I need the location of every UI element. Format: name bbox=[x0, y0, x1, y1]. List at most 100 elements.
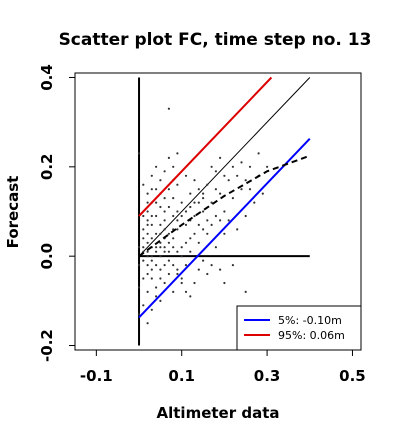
scatter-point bbox=[197, 188, 200, 191]
scatter-point bbox=[214, 188, 217, 191]
scatter-point bbox=[244, 179, 247, 182]
scatter-point bbox=[150, 277, 153, 280]
scatter-point bbox=[202, 197, 205, 200]
scatter-point bbox=[150, 259, 153, 262]
scatter-point bbox=[193, 201, 196, 204]
scatter-point bbox=[176, 250, 179, 253]
scatter-point bbox=[206, 219, 209, 222]
scatter-point bbox=[223, 232, 226, 235]
scatter-point bbox=[159, 299, 162, 302]
scatter-point bbox=[146, 241, 149, 244]
scatter-point bbox=[172, 290, 175, 293]
scatter-point bbox=[189, 237, 192, 240]
scatter-point bbox=[202, 228, 205, 231]
scatter-point bbox=[227, 219, 230, 222]
scatter-point bbox=[176, 272, 179, 276]
scatter-point bbox=[142, 183, 145, 186]
y-tick-label: -0.2 bbox=[38, 329, 56, 362]
y-tick-label: 0.0 bbox=[38, 243, 56, 270]
scatter-point bbox=[167, 205, 170, 209]
scatter-point bbox=[184, 223, 188, 226]
scatter-point bbox=[167, 259, 170, 262]
x-tick-label: 0.5 bbox=[339, 367, 366, 385]
scatter-point bbox=[253, 201, 256, 204]
scatter-point bbox=[167, 272, 170, 276]
scatter-point bbox=[180, 281, 183, 285]
scatter-point bbox=[219, 156, 222, 159]
legend-box bbox=[236, 305, 362, 351]
scatter-point bbox=[193, 232, 196, 235]
scatter-point bbox=[172, 237, 175, 240]
scatter-point bbox=[180, 201, 183, 204]
scatter-point bbox=[142, 304, 145, 307]
scatter-point bbox=[180, 214, 183, 218]
scatter-point bbox=[146, 272, 149, 276]
scatter-point bbox=[193, 179, 196, 182]
scatter-point bbox=[223, 210, 226, 213]
scatter-point bbox=[219, 268, 222, 271]
scatter-point bbox=[206, 183, 209, 186]
y-tick-label: 0.2 bbox=[38, 154, 56, 181]
scatter-point bbox=[150, 268, 153, 271]
scatter-point bbox=[231, 165, 234, 168]
plot-frame bbox=[74, 72, 362, 351]
scatter-point bbox=[146, 255, 149, 258]
scatter-point bbox=[214, 170, 217, 173]
legend-label-95pct: 95%: 0.06m bbox=[278, 329, 345, 342]
scatter-point bbox=[214, 246, 217, 249]
scatter-point bbox=[197, 201, 200, 204]
scatter-point bbox=[155, 201, 158, 204]
scatter-point bbox=[137, 313, 141, 316]
scatter-point bbox=[137, 246, 141, 249]
scatter-point bbox=[189, 250, 192, 253]
scatter-point bbox=[176, 210, 179, 213]
scatter-point bbox=[155, 250, 158, 253]
x-axis-label: Altimeter data bbox=[157, 404, 280, 422]
series-line-1 bbox=[138, 76, 273, 217]
dashed-fit-line bbox=[138, 154, 311, 258]
scatter-point bbox=[159, 268, 162, 271]
scatter-point bbox=[189, 205, 192, 209]
scatter-point bbox=[146, 264, 149, 267]
scatter-point bbox=[150, 214, 153, 218]
legend: 5%: -0.10m 95%: 0.06m bbox=[236, 305, 362, 351]
scatter-point bbox=[167, 241, 170, 244]
scatter-point bbox=[159, 277, 162, 280]
chart-title: Scatter plot FC, time step no. 13 bbox=[59, 30, 372, 50]
scatter-point bbox=[167, 107, 170, 110]
x-tick-label: -0.1 bbox=[80, 367, 113, 385]
scatter-point bbox=[146, 192, 149, 195]
scatter-point bbox=[163, 281, 166, 285]
scatter-point bbox=[219, 219, 222, 222]
scatter-point bbox=[163, 219, 166, 222]
scatter-point bbox=[146, 223, 149, 226]
scatter-point bbox=[214, 214, 217, 218]
scatter-point bbox=[159, 232, 162, 235]
scatter-point bbox=[150, 308, 153, 311]
scatter-point bbox=[261, 192, 264, 195]
scatter-point bbox=[231, 264, 234, 267]
scatter-point bbox=[210, 264, 213, 267]
scatter-point bbox=[155, 188, 158, 191]
scatter-point bbox=[163, 197, 166, 200]
scatter-point bbox=[180, 246, 183, 249]
scatter-point bbox=[172, 197, 175, 200]
series-line-0 bbox=[138, 138, 311, 319]
scatter-point bbox=[146, 290, 149, 293]
scatter-point bbox=[159, 205, 162, 209]
scatter-point bbox=[155, 295, 158, 298]
scatter-point bbox=[248, 188, 252, 191]
scatter-point bbox=[172, 214, 175, 218]
scatter-point bbox=[146, 232, 149, 235]
scatter-point bbox=[197, 241, 200, 244]
y-tick-label: 0.4 bbox=[38, 64, 56, 91]
scatter-point bbox=[167, 156, 170, 159]
x-tick-label: 0.1 bbox=[168, 367, 195, 385]
scatter-point bbox=[137, 152, 141, 155]
scatter-point bbox=[155, 214, 158, 218]
scatter-point bbox=[180, 255, 183, 258]
scatter-point bbox=[146, 322, 149, 325]
scatter-point bbox=[244, 290, 247, 293]
scatter-point bbox=[223, 174, 226, 177]
